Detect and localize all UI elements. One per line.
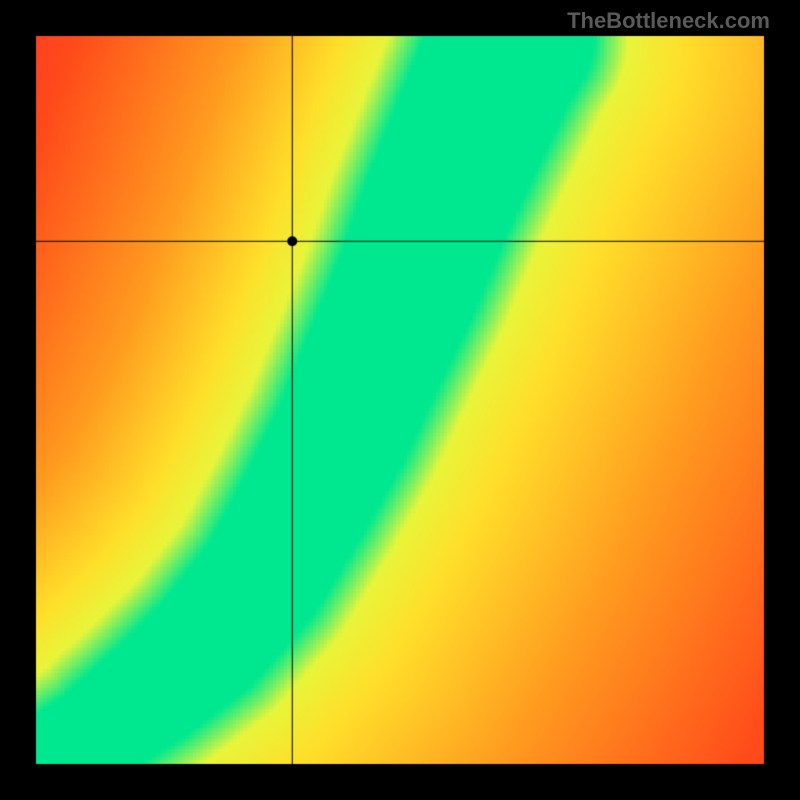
heatmap-canvas <box>0 0 800 800</box>
watermark-text: TheBottleneck.com <box>567 8 770 34</box>
chart-container: TheBottleneck.com <box>0 0 800 800</box>
